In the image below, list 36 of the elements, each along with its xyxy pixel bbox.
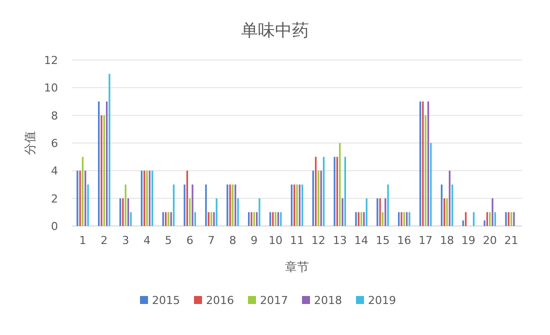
x-tick-label: 2 <box>100 234 108 247</box>
y-tick-label: 12 <box>44 54 58 67</box>
x-tick-label: 7 <box>208 234 215 247</box>
x-tick-label: 13 <box>332 234 347 247</box>
y-tick-label: 4 <box>51 164 58 178</box>
x-tick-label: 1 <box>79 234 86 247</box>
legend-label: 2017 <box>260 294 288 307</box>
chart-title: 单味中药 <box>241 21 309 41</box>
x-tick-label: 14 <box>354 234 368 247</box>
y-tick-label: 2 <box>51 192 58 206</box>
x-tick-label: 6 <box>186 234 194 247</box>
x-tick-label: 21 <box>504 234 518 247</box>
y-tick-label: 6 <box>51 137 58 150</box>
x-tick-label: 10 <box>268 234 283 247</box>
y-tick-label: 10 <box>44 82 58 95</box>
legend-label: 2015 <box>152 294 180 307</box>
legend-label: 2018 <box>314 294 342 307</box>
y-tick-label: 8 <box>51 109 58 122</box>
x-tick-label: 4 <box>144 234 150 247</box>
x-tick-label: 19 <box>461 234 476 247</box>
x-tick-label: 16 <box>397 234 412 247</box>
legend-label: 2016 <box>206 294 234 307</box>
x-tick-label: 12 <box>311 234 326 247</box>
x-tick-label: 17 <box>418 234 433 247</box>
x-tick-label: 18 <box>440 234 454 247</box>
x-tick-label: 11 <box>290 234 304 247</box>
x-tick-label: 5 <box>164 234 172 247</box>
legend-label: 2019 <box>368 294 396 307</box>
x-tick-label: 9 <box>250 234 258 247</box>
x-axis-title: 章节 <box>285 260 309 274</box>
x-tick-label: 3 <box>122 234 130 247</box>
y-tick-label: 0 <box>51 220 58 233</box>
y-axis-title: 分值 <box>23 131 37 155</box>
x-tick-label: 15 <box>376 234 390 247</box>
x-tick-label: 20 <box>482 234 497 247</box>
x-tick-label: 8 <box>229 234 236 247</box>
